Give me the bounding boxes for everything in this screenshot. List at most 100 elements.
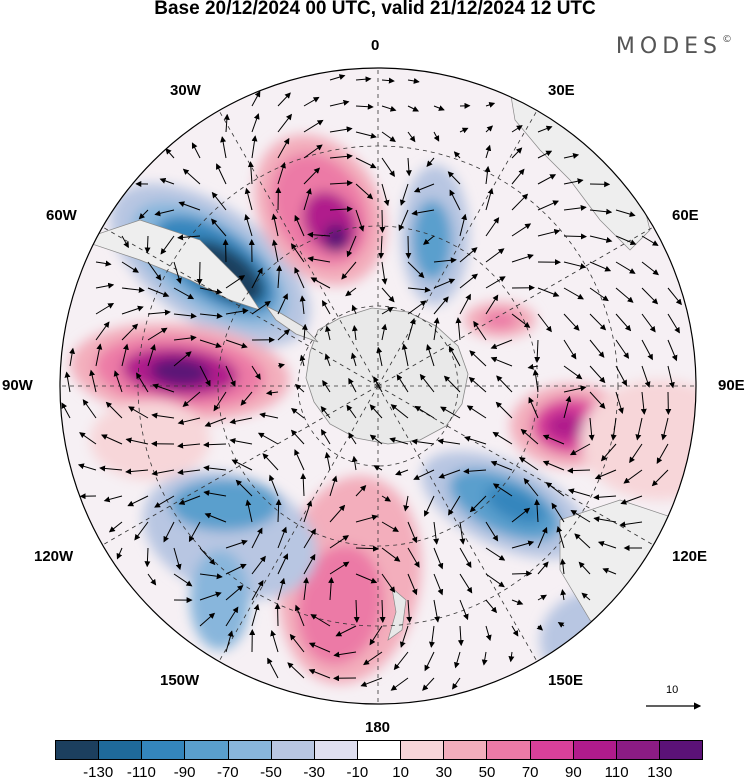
- wind-vector-arrow: [469, 350, 487, 367]
- wind-vector-arrow: [567, 488, 591, 497]
- wind-vector-arrow: [265, 389, 279, 396]
- wind-vector-arrow: [151, 469, 175, 477]
- wind-vector-arrow: [301, 323, 308, 341]
- wind-vector-arrow: [271, 239, 279, 263]
- wind-vector-arrow: [291, 407, 305, 419]
- wind-vector-arrow: [320, 429, 331, 445]
- wind-vector-arrow: [473, 320, 487, 341]
- wind-vector-arrow: [277, 162, 286, 185]
- lon-label-150e: 150E: [548, 672, 584, 689]
- anomaly-contour: [485, 485, 545, 525]
- wind-vector-arrow: [95, 302, 115, 315]
- lon-label-120e: 120E: [672, 548, 708, 565]
- wind-vector-arrow: [262, 453, 279, 471]
- wind-vector-arrow: [64, 371, 71, 393]
- wind-vector-arrow: [203, 490, 227, 497]
- wind-vector-arrow: [403, 495, 410, 512]
- wind-vector-arrow: [199, 287, 223, 295]
- wind-vector-arrow: [147, 573, 157, 586]
- anomaly-contour: [297, 545, 383, 665]
- wind-vector-arrow: [220, 136, 227, 159]
- wind-vector-arrow: [121, 286, 145, 293]
- wind-vector-arrow: [223, 113, 230, 133]
- wind-vector-arrow: [225, 539, 248, 549]
- wind-vector-arrow: [589, 208, 613, 215]
- wind-vector-arrow: [290, 243, 305, 263]
- anomaly-contour: [90, 400, 210, 480]
- wind-vector-arrow: [615, 339, 630, 359]
- wind-vector-arrow: [154, 209, 175, 217]
- colorbar-tick-label: -90: [173, 764, 196, 781]
- wind-vector-arrow: [545, 482, 565, 497]
- lon-label-60w: 60W: [46, 207, 77, 224]
- wind-vector-arrow: [173, 573, 193, 587]
- wind-vector-arrow: [259, 412, 279, 419]
- wind-vector-arrow: [419, 373, 435, 393]
- wind-vector-arrow: [667, 365, 675, 389]
- wind-vector-arrow: [433, 599, 440, 623]
- colorbar-swatch: [99, 741, 143, 759]
- wind-vector-arrow: [353, 599, 360, 623]
- colorbar-tick-label: 70: [521, 764, 539, 781]
- wind-vector-arrow: [459, 599, 469, 621]
- wind-vector-arrow: [413, 469, 435, 480]
- wind-vector-arrow: [199, 591, 222, 601]
- wind-vector-arrow: [381, 573, 396, 593]
- wind-vector-arrow: [537, 150, 553, 159]
- wind-vector-arrow: [448, 495, 461, 516]
- wind-vector-arrow: [463, 468, 487, 475]
- colorbar-swatch: [401, 741, 445, 759]
- wind-vector-arrow: [459, 213, 468, 237]
- wind-vector-arrow: [69, 347, 76, 367]
- wind-vector-arrow: [105, 401, 123, 419]
- wind-vector-arrow: [563, 287, 584, 300]
- wind-vector-arrow: [407, 286, 431, 293]
- wind-vector-arrow: [440, 406, 461, 419]
- wind-vector-arrow: [511, 223, 532, 237]
- colorbar-swatch: [616, 741, 660, 759]
- wind-vector-arrow: [492, 431, 513, 445]
- wind-vector-arrow: [277, 293, 288, 315]
- wind-vector-arrow: [438, 469, 461, 479]
- wind-vector-arrow: [225, 563, 247, 575]
- wind-vector-arrow: [656, 443, 669, 464]
- wind-vector-arrow: [511, 599, 524, 606]
- wind-vector-arrow: [154, 495, 175, 508]
- wind-vector-arrow: [433, 105, 445, 111]
- wind-vector-arrow: [116, 547, 123, 560]
- wind-vector-arrow: [485, 294, 499, 315]
- wind-vector-arrow: [619, 521, 643, 528]
- wind-vector-arrow: [196, 261, 203, 285]
- wind-vector-arrow: [277, 553, 289, 575]
- wind-vector-arrow: [407, 573, 418, 596]
- wind-vector-arrow: [348, 377, 357, 393]
- wind-vector-arrow: [378, 235, 385, 259]
- colorbar-swatch: [444, 741, 488, 759]
- wind-vector-arrow: [178, 201, 201, 211]
- wind-vector-arrow: [329, 535, 350, 549]
- lon-label-30e: 30E: [548, 82, 575, 99]
- wind-vector-arrow: [251, 90, 261, 107]
- wind-vector-arrow: [560, 589, 567, 601]
- meridian-line: [217, 108, 379, 387]
- meridian-line: [100, 385, 379, 547]
- wind-vector-arrow: [588, 417, 595, 441]
- colorbar-swatch: [530, 741, 574, 759]
- wind-vector-arrow: [247, 161, 254, 185]
- wind-vector-arrow: [589, 235, 613, 243]
- lon-label-90w: 90W: [2, 377, 33, 394]
- wind-vector-arrow: [455, 317, 462, 341]
- wind-vector-arrow: [423, 235, 435, 245]
- wind-vector-arrow: [537, 228, 561, 237]
- wind-vector-arrow: [277, 137, 290, 159]
- wind-vector-arrow: [534, 499, 540, 523]
- wind-vector-arrow: [492, 483, 513, 497]
- wind-vector-arrow: [121, 343, 129, 367]
- wind-vector-arrow: [399, 183, 409, 206]
- wind-vector-arrow: [641, 339, 653, 361]
- wind-vector-arrow: [485, 547, 506, 561]
- wind-vector-arrow: [542, 460, 565, 471]
- anomaly-contour: [412, 200, 452, 280]
- wind-vector-arrow: [328, 577, 335, 601]
- wind-vector-arrow: [511, 313, 531, 328]
